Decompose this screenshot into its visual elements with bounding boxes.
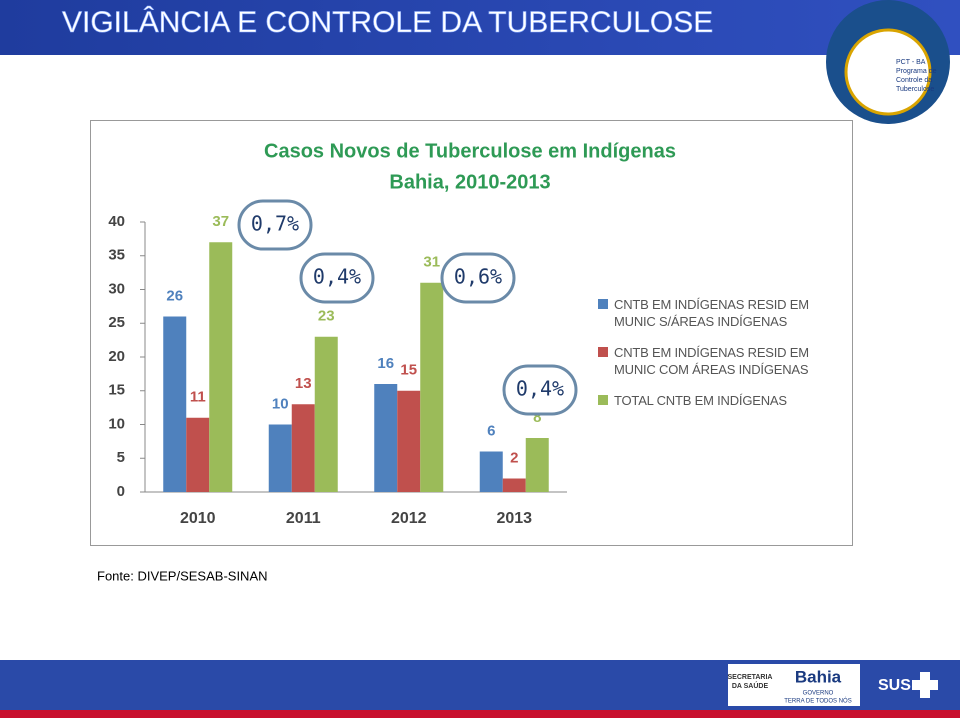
y-tick-label: 0	[117, 483, 125, 500]
legend-swatch	[598, 299, 608, 309]
pct-text: Programa de	[896, 68, 937, 75]
bahia-text: Bahia	[795, 667, 842, 686]
legend-label: TOTAL CNTB EM INDÍGENAS	[614, 393, 787, 408]
data-label: 8	[533, 409, 541, 426]
annotation: 0,7%	[251, 212, 299, 236]
legend: CNTB EM INDÍGENAS RESID EM MUNIC S/ÁREAS…	[598, 296, 848, 423]
y-tick-label: 30	[108, 280, 125, 297]
annotation: 0,4%	[313, 265, 361, 289]
y-tick-label: 10	[108, 415, 125, 432]
sus-text: SUS	[878, 677, 911, 694]
legend-item: TOTAL CNTB EM INDÍGENAS	[598, 392, 848, 409]
data-label: 2	[510, 449, 518, 466]
data-label: 16	[377, 355, 394, 372]
pct-text: PCT - BA	[896, 59, 926, 66]
data-label: 26	[166, 287, 183, 304]
data-label: 11	[190, 389, 206, 406]
source-note: Fonte: DIVEP/SESAB-SINAN	[97, 568, 268, 583]
bar	[314, 336, 338, 492]
x-tick-label: 2010	[180, 510, 216, 527]
footer-strip	[0, 710, 960, 718]
annotation: 0,4%	[516, 377, 564, 401]
sesab-text: DA SAÚDE	[732, 681, 769, 690]
bar	[291, 404, 315, 492]
bar	[186, 417, 210, 492]
x-tick-label: 2013	[496, 510, 532, 527]
y-tick-label: 40	[108, 213, 125, 230]
motto-text: TERRA DE TODOS NÓS	[784, 698, 851, 705]
y-tick-label: 35	[108, 247, 125, 264]
data-label: 6	[487, 422, 495, 439]
bar	[268, 424, 292, 492]
annotation-bubble	[299, 252, 375, 304]
legend-label: CNTB EM INDÍGENAS RESID EM MUNIC S/ÁREAS…	[614, 297, 809, 329]
bar	[479, 451, 503, 492]
pct-text: Controle da	[896, 77, 932, 84]
governo-text: GOVERNO	[803, 691, 834, 697]
data-label: 23	[318, 308, 335, 325]
pct-logo	[844, 28, 932, 116]
data-label: 10	[272, 395, 289, 412]
bar	[525, 438, 549, 492]
x-tick-label: 2012	[391, 510, 427, 527]
annotation: 0,6%	[454, 265, 502, 289]
data-label: 13	[295, 375, 312, 392]
y-tick-label: 15	[108, 382, 125, 399]
sesab-text: SECRETARIA	[728, 674, 773, 681]
govt-logo	[728, 664, 860, 706]
legend-item: CNTB EM INDÍGENAS RESID EM MUNIC COM ÁRE…	[598, 344, 848, 378]
legend-swatch	[598, 395, 608, 405]
bar	[397, 390, 421, 492]
chart-subtitle: Bahia, 2010-2013	[389, 171, 550, 193]
sus-cross	[912, 672, 938, 698]
pct-text: Tuberculose	[896, 86, 934, 93]
header-bar	[0, 0, 960, 55]
data-label: 15	[400, 362, 417, 379]
header-title: VIGILÂNCIA E CONTROLE DA TUBERCULOSE	[62, 6, 713, 39]
bar	[502, 478, 526, 492]
y-tick-label: 20	[108, 348, 125, 365]
y-tick-label: 25	[108, 314, 125, 331]
legend-swatch	[598, 347, 608, 357]
x-tick-label: 2011	[286, 510, 321, 527]
bar	[163, 316, 187, 492]
legend-item: CNTB EM INDÍGENAS RESID EM MUNIC S/ÁREAS…	[598, 296, 848, 330]
legend-label: CNTB EM INDÍGENAS RESID EM MUNIC COM ÁRE…	[614, 345, 809, 377]
bar	[374, 384, 398, 492]
annotation-bubble	[502, 364, 578, 416]
bar	[209, 242, 233, 492]
annotation-bubble	[440, 252, 516, 304]
bar	[420, 282, 444, 492]
data-label: 31	[423, 254, 440, 271]
y-tick-label: 5	[117, 449, 125, 466]
annotation-bubble	[237, 199, 313, 251]
chart-title: Casos Novos de Tuberculose em Indígenas	[264, 140, 676, 162]
data-label: 37	[212, 213, 229, 230]
